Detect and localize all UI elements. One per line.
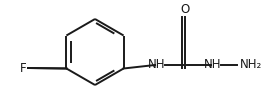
Text: O: O	[180, 3, 190, 16]
Text: F: F	[20, 61, 27, 74]
Text: NH: NH	[148, 58, 166, 72]
Text: NH₂: NH₂	[240, 58, 262, 72]
Text: NH: NH	[204, 58, 222, 72]
